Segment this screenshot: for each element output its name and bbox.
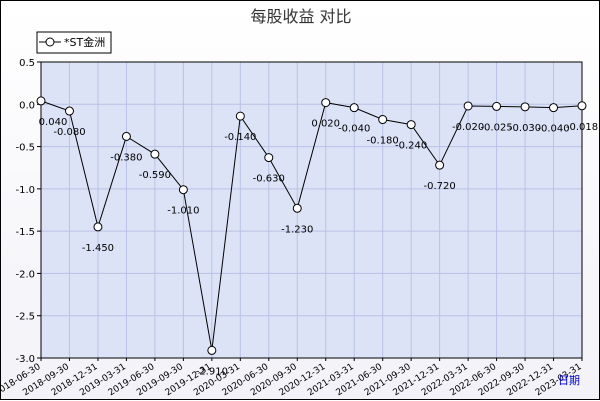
- data-point: [235, 111, 245, 121]
- data-point: [93, 222, 103, 232]
- y-tick-label: -3.0: [15, 354, 35, 365]
- data-label: -1.450: [82, 243, 114, 254]
- data-label: -1.230: [281, 224, 313, 235]
- data-label: -0.630: [253, 174, 285, 185]
- chart-title: 每股收益 对比: [250, 7, 351, 26]
- data-point: [378, 115, 388, 125]
- data-label: -0.040: [537, 124, 569, 135]
- data-label: -0.018: [566, 122, 598, 133]
- data-label: -2.910: [196, 366, 228, 377]
- data-label: -0.720: [424, 181, 456, 192]
- data-label: 0.020: [311, 119, 340, 130]
- data-point: [520, 102, 530, 112]
- legend-label: *ST金洲: [64, 35, 105, 49]
- data-point: [292, 203, 302, 213]
- data-label: -0.040: [338, 124, 370, 135]
- data-point: [577, 101, 587, 111]
- data-point: [36, 96, 46, 106]
- data-point: [264, 153, 274, 163]
- legend-box: [36, 31, 112, 54]
- data-label: -0.020: [452, 122, 484, 133]
- data-point: [178, 185, 188, 195]
- data-label: -0.080: [53, 127, 85, 138]
- x-axis-label: 日期: [558, 374, 580, 387]
- data-label: -0.030: [509, 123, 541, 134]
- y-tick-label: -1.0: [15, 185, 35, 196]
- x-axis: 2018-06-302018-09-302018-12-312019-03-31…: [1, 358, 584, 398]
- data-label: -0.590: [139, 170, 171, 181]
- data-label: -0.140: [224, 132, 256, 143]
- y-tick-label: 0.0: [19, 100, 35, 111]
- data-label: 0.040: [39, 117, 68, 128]
- data-point: [150, 149, 160, 159]
- legend: *ST金洲: [36, 31, 112, 54]
- data-point: [435, 160, 445, 170]
- data-point: [492, 101, 502, 111]
- series-line: [40, 100, 583, 351]
- data-point: [349, 103, 359, 113]
- data-label: -0.240: [395, 141, 427, 152]
- data-point: [406, 120, 416, 130]
- data-label: -0.380: [110, 152, 142, 163]
- data-point: [549, 103, 559, 113]
- y-tick-label: -2.5: [15, 312, 35, 323]
- data-point: [463, 101, 473, 111]
- data-point: [64, 106, 74, 116]
- data-point: [321, 98, 331, 108]
- legend-marker-icon: [45, 37, 55, 47]
- data-label: -1.010: [167, 206, 199, 217]
- data-labels: 0.040-0.080 -1.450 -0.380 -0.590 -1.010 -2.91…: [39, 117, 598, 377]
- plot-border: [40, 61, 583, 359]
- y-tick-label: -1.5: [15, 227, 35, 238]
- y-tick-label: -2.0: [15, 269, 35, 280]
- y-tick-label: 0.5: [19, 58, 35, 69]
- y-tick-label: -0.5: [15, 143, 35, 154]
- data-label: -0.180: [367, 136, 399, 147]
- data-label: -0.025: [480, 122, 512, 133]
- data-point: [207, 345, 217, 355]
- data-point: [121, 131, 131, 141]
- y-axis: 0.5 0.0 -0.5 -1.0 -1.5 -2.0 -2.5 -3.0: [15, 58, 41, 365]
- series-layer: [36, 96, 587, 355]
- plot-area: [41, 62, 582, 358]
